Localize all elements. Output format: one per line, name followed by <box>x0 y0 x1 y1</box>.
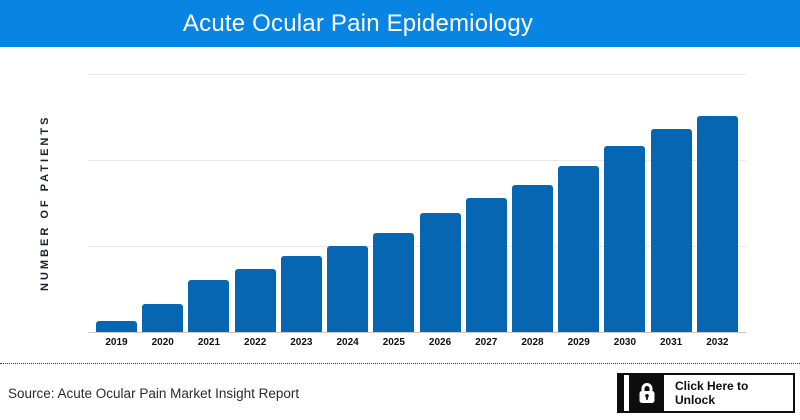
x-tick-label-2026: 2026 <box>428 337 452 348</box>
bar-2025 <box>373 233 415 332</box>
page-title: Acute Ocular Pain Epidemiology <box>182 9 534 37</box>
bar-2021 <box>188 280 230 332</box>
x-tick-label-2022: 2022 <box>244 337 267 348</box>
bar-cell-2032: 2032 <box>696 74 738 348</box>
bar-2028 <box>511 185 553 332</box>
bar-cell-2028: 2028 <box>511 74 553 348</box>
x-tick-label-2019: 2019 <box>105 337 128 348</box>
gridline <box>88 160 746 161</box>
x-tick-label-2028: 2028 <box>521 337 544 348</box>
x-tick-label-2021: 2021 <box>197 337 221 348</box>
lock-icon <box>629 375 664 411</box>
bar-2024 <box>327 246 369 332</box>
unlock-button[interactable]: Click Here to Unlock <box>617 373 795 413</box>
bar-cell-2023: 2023 <box>280 74 322 348</box>
x-tick-label-2020: 2020 <box>151 337 174 348</box>
source-text: Source: Acute Ocular Pain Market Insight… <box>8 386 300 401</box>
bar-cell-2021: 2021 <box>188 74 230 348</box>
x-tick-label-2024: 2024 <box>336 337 359 348</box>
bar-cell-2020: 2020 <box>142 74 184 348</box>
x-tick-label-2023: 2023 <box>290 337 313 348</box>
bar-2026 <box>419 213 461 332</box>
bar-cell-2019: 2019 <box>96 74 137 348</box>
bar-cell-2031: 2031 <box>650 74 692 348</box>
bar-2019 <box>96 321 137 332</box>
bar-cell-2025: 2025 <box>373 74 415 348</box>
unlock-button-gap <box>624 375 629 411</box>
x-tick-label-2029: 2029 <box>567 337 590 348</box>
bar-cell-2024: 2024 <box>327 74 369 348</box>
bar-2027 <box>465 198 507 332</box>
bar-2029 <box>558 166 600 332</box>
bar-2032 <box>696 116 738 332</box>
unlock-button-text-area: Click Here to Unlock <box>664 375 793 411</box>
x-tick-label-2025: 2025 <box>382 337 405 348</box>
bar-cell-2030: 2030 <box>604 74 646 348</box>
gridline <box>88 246 746 247</box>
y-axis-label: NUMBER OF PATIENTS <box>39 114 51 292</box>
gridline <box>88 74 746 75</box>
header-banner: Acute Ocular Pain Epidemiology <box>0 0 800 47</box>
bar-2023 <box>280 256 322 332</box>
bar-2031 <box>650 129 692 332</box>
bar-2020 <box>142 304 184 332</box>
bar-cell-2027: 2027 <box>465 74 507 348</box>
x-tick-label-2027: 2027 <box>475 337 498 348</box>
chart-plot-area: 2019 2020 2021 2022 2023 2024 2025 2026 2027 2028… <box>88 74 746 348</box>
bar-2022 <box>234 269 276 332</box>
footer-divider <box>0 363 800 364</box>
x-tick-label-2032: 2032 <box>706 337 729 348</box>
bar-2030 <box>604 146 646 332</box>
x-tick-label-2031: 2031 <box>660 337 683 348</box>
bar-cell-2029: 2029 <box>558 74 600 348</box>
unlock-button-label: Click Here to Unlock <box>675 379 749 407</box>
unlock-button-stripe <box>619 375 624 411</box>
bar-cell-2026: 2026 <box>419 74 461 348</box>
bar-cell-2022: 2022 <box>234 74 276 348</box>
bars-row: 2019 2020 2021 2022 2023 2024 2025 2026 2027 2028… <box>88 74 746 348</box>
x-tick-label-2030: 2030 <box>613 337 637 348</box>
